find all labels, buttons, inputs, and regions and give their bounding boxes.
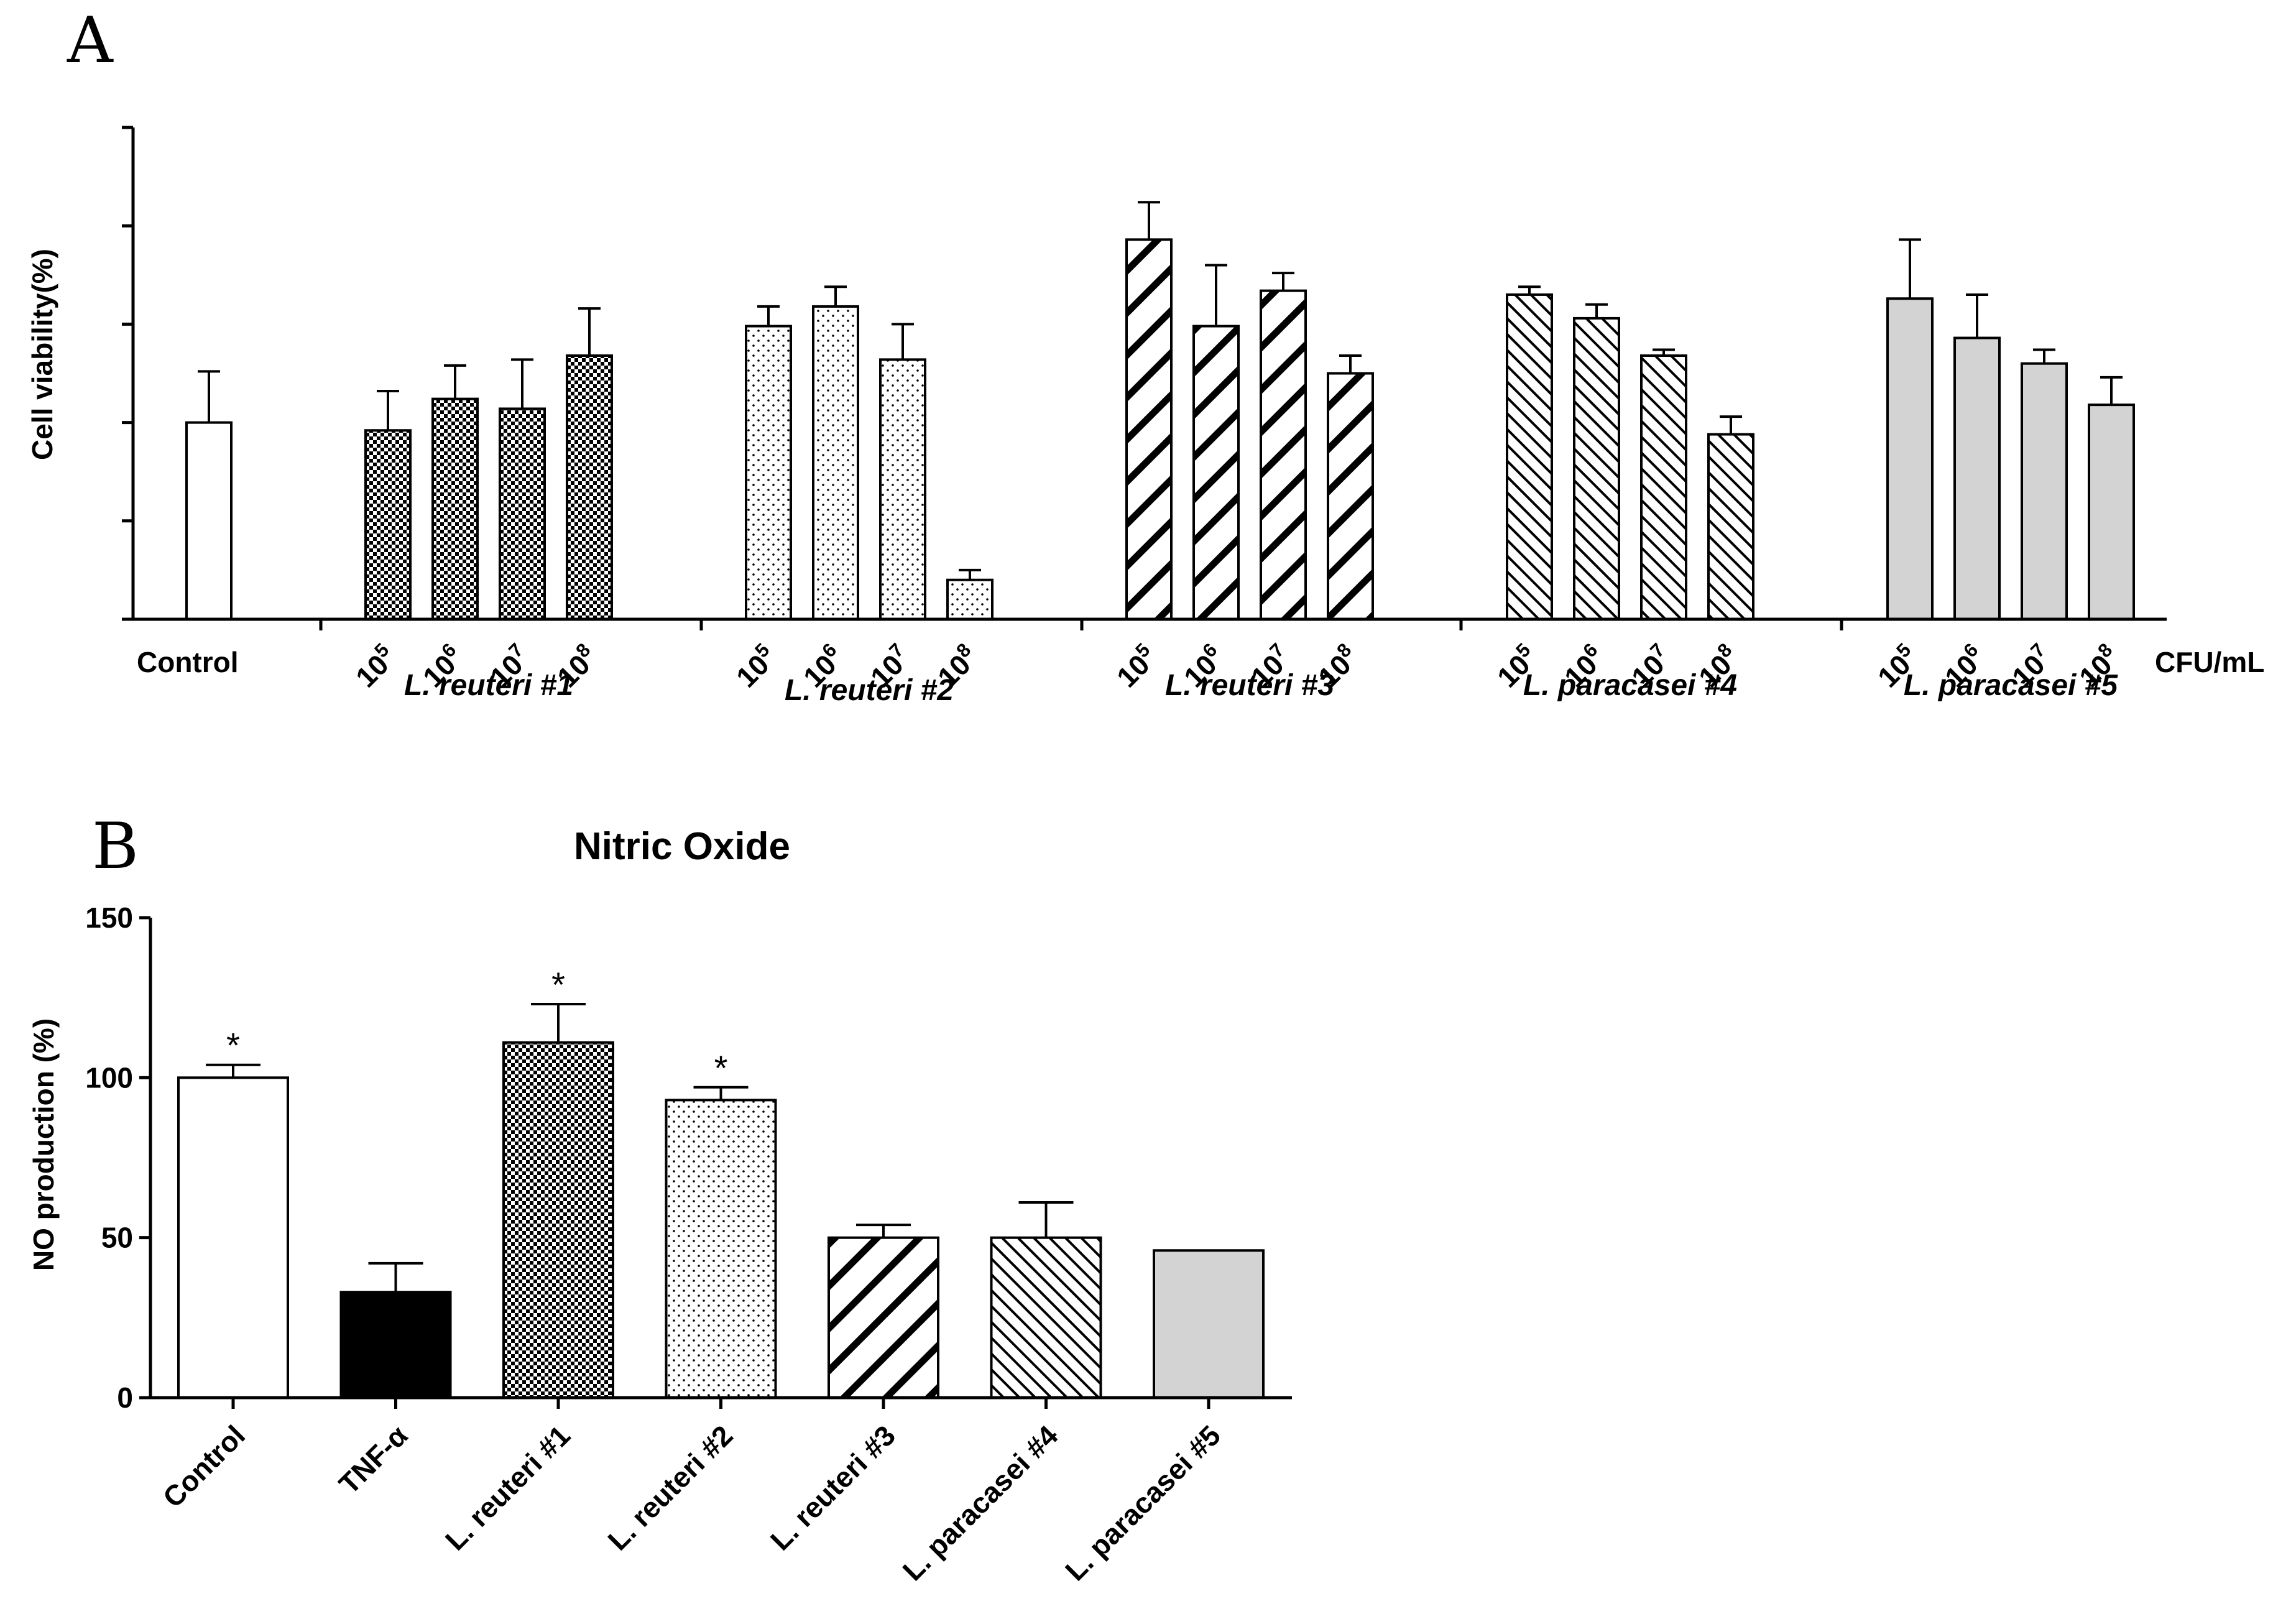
panel-a-bar-control (185, 421, 233, 620)
panel-a-bar (364, 429, 412, 620)
panel-a-x-axis-unit: CFU/mL (2155, 646, 2264, 678)
panel-a-group-labels: L. reuteri #1 L. reuteri #2 L. reuteri #3 L… (404, 669, 2118, 707)
panel-a-group-label: L. reuteri #1 (404, 669, 573, 702)
panel-b-bar (1153, 1249, 1265, 1399)
panel-b-category-label: L. reuteri #2 (601, 1419, 739, 1556)
panel-a-error-bars (198, 201, 2123, 580)
panel-a-bar (1506, 293, 1553, 620)
panel-b-category-label: L. paracasei #5 (1059, 1419, 1227, 1587)
panel-a-bar (946, 578, 994, 620)
panel-b-significance-mark: * (226, 1026, 240, 1065)
panel-a-bar (1260, 289, 1307, 620)
panel-a-group-label: L. reuteri #3 (1165, 669, 1334, 702)
panel-b-category-labels: Control TNF-α L. reuteri #1 L. reuteri #2 L.… (157, 1419, 1227, 1587)
panel-b-title: Nitric Oxide (574, 825, 790, 868)
panel-a-bar (879, 358, 926, 620)
panel-a-bar (1640, 354, 1687, 620)
panel-a-label: A (67, 4, 114, 78)
panel-b-bar (990, 1236, 1102, 1399)
panel-b-bar (828, 1236, 939, 1399)
panel-a-bar (1953, 336, 2001, 620)
panel-a-group-label: L. paracasei #4 (1523, 669, 1737, 702)
panel-a-bar (1125, 238, 1173, 620)
panel-a-bar (1573, 316, 1620, 620)
panel-b-error-bars (206, 1002, 1074, 1293)
panel-a: A Cell viability(%) Control 105 106 107 108… (26, 4, 2264, 707)
panel-a-bar (1192, 325, 1240, 621)
panel-b-bar (502, 1041, 614, 1399)
panel-b-y-tick-label: 50 (101, 1222, 133, 1254)
panel-a-control-label: Control (137, 646, 239, 678)
panel-a-bar (2088, 404, 2135, 621)
panel-a-x-axis-ticks (319, 619, 1843, 630)
panel-a-bar (499, 407, 546, 621)
panel-a-y-axis-title: Cell viability(%) (26, 249, 58, 460)
panel-a-bar (1707, 433, 1754, 620)
panel-b-category-label: L. reuteri #1 (439, 1419, 576, 1556)
panel-b-significance-mark: * (551, 965, 565, 1004)
panel-b-bar (665, 1099, 777, 1399)
panel-b-significance-mark: * (714, 1048, 728, 1087)
panel-b-y-tick-label: 100 (85, 1061, 133, 1094)
panel-b-x-axis-ticks (231, 1398, 1210, 1409)
panel-b-category-label: TNF-α (333, 1419, 414, 1500)
panel-a-dose-label: 105 (348, 639, 402, 693)
panel-a-bar (745, 325, 792, 621)
panel-a-dose-label: 105 (1109, 639, 1163, 693)
panel-a-bars (185, 238, 2135, 621)
panel-a-bar (1886, 297, 1934, 620)
panel-b-category-label: Control (157, 1419, 251, 1513)
panel-b-bars (177, 1041, 1265, 1400)
panel-a-dose-label: 105 (728, 639, 783, 693)
panel-a-bar (431, 397, 479, 621)
panel-a-group-label: L. paracasei #5 (1904, 669, 2119, 702)
panel-b-significance-marks: * * * (226, 965, 727, 1087)
panel-a-y-axis-ticks (122, 126, 133, 621)
panel-a-bar (812, 305, 859, 620)
panel-a-bar (1327, 372, 1374, 620)
panel-a-group-label: L. reuteri #2 (785, 674, 954, 707)
panel-b-bar (339, 1291, 452, 1399)
panel-b-y-axis-title: NO production (%) (27, 1018, 60, 1271)
panel-b-label: B (92, 810, 139, 883)
panel-b: B Nitric Oxide NO production (%) 0 50 100 1… (27, 810, 1292, 1587)
panel-b-category-label: L. reuteri #3 (764, 1419, 901, 1556)
panel-b-bar (177, 1076, 289, 1400)
panel-b-y-axis-ticks: 0 50 100 150 (85, 902, 150, 1414)
panel-b-y-tick-label: 150 (85, 902, 133, 934)
panel-a-bar (566, 354, 613, 620)
panel-a-bar (2021, 362, 2068, 620)
panel-b-category-label: L. paracasei #4 (897, 1419, 1064, 1587)
panel-b-y-tick-label: 0 (117, 1381, 133, 1414)
